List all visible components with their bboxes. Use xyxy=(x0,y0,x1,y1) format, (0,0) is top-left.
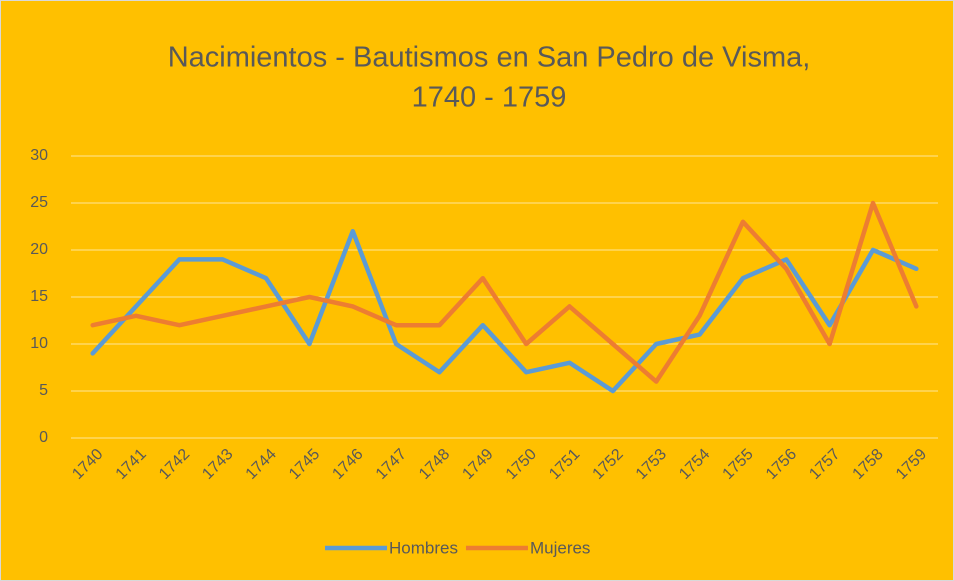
chart-title: 1740 - 1759 xyxy=(412,82,567,114)
y-tick-label: 0 xyxy=(39,429,48,446)
chart-title: Nacimientos - Bautismos en San Pedro de … xyxy=(168,42,811,74)
series-line xyxy=(90,200,919,384)
y-tick-label: 30 xyxy=(30,147,48,164)
y-tick-label: 10 xyxy=(30,335,48,352)
y-tick-label: 15 xyxy=(30,288,48,305)
legend-label: Hombres xyxy=(389,538,458,557)
y-tick-label: 25 xyxy=(30,194,48,211)
y-tick-label: 5 xyxy=(39,382,48,399)
legend-label: Mujeres xyxy=(530,538,590,557)
y-tick-label: 20 xyxy=(30,241,48,258)
